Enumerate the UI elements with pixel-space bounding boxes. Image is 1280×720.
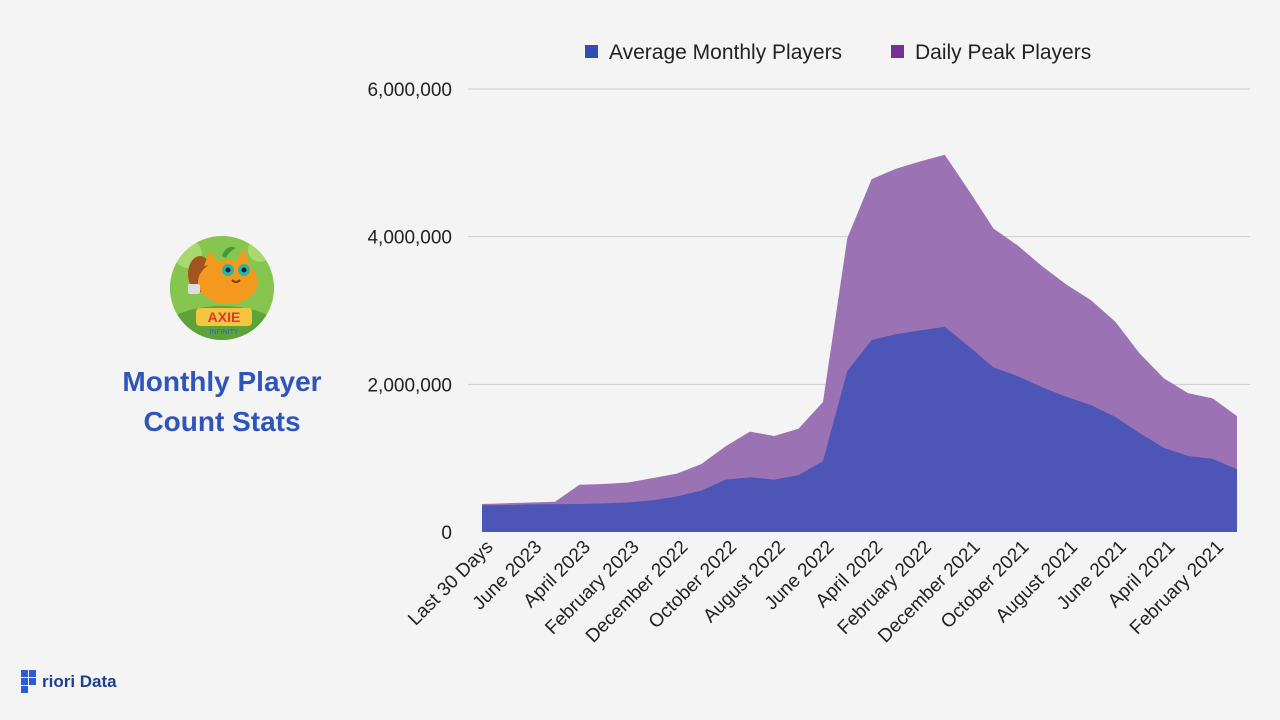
- heading-line-1: Monthly Player: [122, 366, 322, 397]
- series-areas: [482, 154, 1237, 532]
- left-panel: AXIE INFINITY Monthly Player Count Stats: [90, 236, 354, 442]
- legend: Average Monthly Players Daily Peak Player…: [585, 41, 1091, 64]
- game-logo-icon: AXIE INFINITY: [170, 236, 274, 340]
- brand-logo: riori Data: [20, 668, 117, 696]
- area-average-monthly-players: [482, 326, 1237, 532]
- y-tick-label: 4,000,000: [367, 228, 452, 249]
- legend-label: Average Monthly Players: [609, 41, 842, 64]
- y-axis: 0 2,000,000 4,000,000 6,000,000: [367, 80, 452, 544]
- y-tick-label: 0: [441, 523, 452, 544]
- brand-mark-icon: [21, 670, 36, 693]
- legend-swatch: [891, 45, 904, 58]
- heading-line-2: Count Stats: [143, 406, 301, 437]
- y-tick-label: 2,000,000: [367, 375, 452, 396]
- svg-text:INFINITY: INFINITY: [209, 329, 238, 336]
- legend-label: Daily Peak Players: [915, 41, 1091, 64]
- legend-swatch: [585, 45, 598, 58]
- y-tick-label: 6,000,000: [367, 80, 452, 101]
- brand-name: riori Data: [42, 672, 117, 691]
- svg-text:AXIE: AXIE: [208, 309, 241, 325]
- chart-heading: Monthly Player Count Stats: [122, 362, 321, 442]
